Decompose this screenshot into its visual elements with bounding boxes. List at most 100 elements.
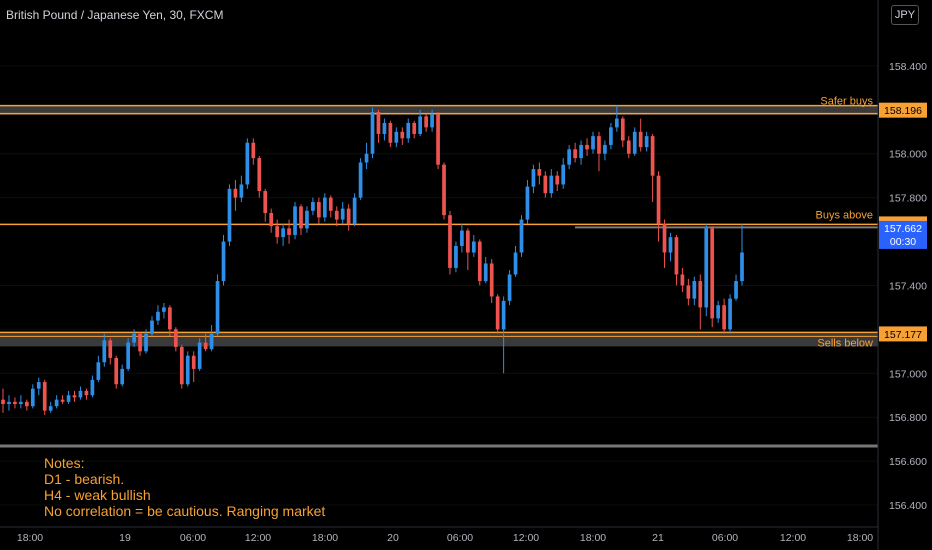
candle-body: [162, 307, 166, 312]
level-label: Safer buys: [820, 96, 873, 108]
candle-body: [358, 162, 363, 198]
candle-body: [322, 197, 327, 218]
candle-body: [221, 241, 226, 282]
candle-body: [549, 175, 554, 194]
candle-body: [448, 215, 452, 268]
candle-body: [54, 399, 59, 407]
candle-body: [740, 252, 744, 282]
candle-body: [340, 208, 345, 220]
candle-body: [603, 144, 607, 154]
y-tick-label: 156.400: [889, 500, 927, 512]
candles: [1, 105, 744, 416]
candle-body: [483, 263, 488, 282]
candle-body: [728, 298, 732, 330]
candle-body: [388, 122, 393, 143]
candle-body: [418, 116, 423, 134]
candle-body: [364, 153, 369, 163]
candle-body: [430, 114, 434, 128]
candle-body: [400, 131, 405, 139]
candle-body: [698, 281, 703, 308]
candle-body: [311, 202, 315, 211]
candle-body: [138, 333, 142, 352]
candle-body: [346, 208, 351, 224]
candle-body: [227, 188, 232, 242]
candle-body: [13, 401, 17, 405]
candle-body: [245, 142, 250, 185]
candle-body: [78, 390, 83, 398]
candle-body: [203, 342, 208, 350]
current-price-tag: [879, 220, 927, 249]
x-tick-label: 12:00: [513, 532, 539, 544]
candle-body: [412, 122, 417, 134]
candle-body: [489, 263, 494, 297]
candle-body: [168, 307, 172, 330]
candle-body: [48, 406, 53, 411]
level-band: [0, 105, 878, 115]
candle-body: [454, 245, 458, 268]
candle-body: [328, 197, 333, 211]
x-tick-label: 21: [652, 532, 664, 544]
candle-body: [90, 379, 95, 396]
x-tick-label: 18:00: [17, 532, 43, 544]
candle-body: [513, 252, 518, 275]
candle-body: [692, 281, 697, 299]
candle-body: [42, 382, 47, 411]
candle-body: [281, 228, 285, 238]
candle-body: [275, 226, 279, 238]
candle-body: [567, 149, 572, 165]
candle-body: [66, 395, 71, 402]
candle-body: [644, 136, 649, 148]
candle-body: [543, 175, 548, 194]
candle-body: [424, 116, 428, 128]
currency-button[interactable]: JPY: [891, 5, 919, 25]
candle-body: [96, 362, 101, 380]
candle-body: [1, 399, 5, 405]
candle-body: [251, 142, 256, 159]
notes-line: No correlation = be cautious. Ranging ma…: [44, 503, 326, 519]
candle-body: [436, 114, 440, 165]
candle-body: [215, 281, 220, 334]
candle-body: [185, 355, 190, 385]
candle-body: [466, 230, 470, 253]
candle-body: [108, 340, 113, 358]
candle-body: [132, 333, 136, 343]
chart-title: British Pound / Japanese Yen, 30, FXCM: [6, 8, 224, 22]
candle-body: [144, 333, 148, 352]
current-price-label: 157.662: [884, 223, 922, 235]
candle-body: [352, 197, 357, 224]
candle-body: [36, 382, 41, 389]
candle-body: [591, 136, 595, 150]
candle-body: [233, 188, 238, 198]
candle-body: [525, 186, 530, 220]
y-tick-label: 157.400: [889, 280, 927, 292]
candle-body: [722, 305, 726, 330]
level-bands: [0, 104, 878, 448]
candle-body: [317, 202, 321, 218]
candle-body: [638, 131, 643, 148]
candle-body: [710, 228, 715, 319]
candle-body: [197, 342, 202, 369]
candle-body: [555, 175, 560, 185]
countdown-label: 00:30: [890, 236, 916, 248]
level-price-label: 158.196: [884, 105, 922, 117]
candle-body: [609, 127, 613, 145]
candle-body: [173, 329, 178, 347]
candle-body: [573, 149, 577, 159]
candle-body: [442, 164, 446, 216]
candle-body: [126, 342, 131, 369]
candle-body: [680, 274, 685, 286]
candle-body: [287, 228, 291, 235]
candle-body: [209, 333, 214, 350]
candle-body: [561, 164, 566, 185]
x-tick-label: 12:00: [245, 532, 271, 544]
candle-body: [305, 210, 309, 229]
candle-body: [537, 169, 542, 176]
notes-annotation: Notes: D1 - bearish. H4 - weak bullish N…: [44, 455, 325, 519]
candle-body: [662, 223, 667, 253]
x-tick-label: 06:00: [712, 532, 738, 544]
level-labels: Safer buys Buys above Sells below: [816, 96, 874, 350]
y-tick-label: 157.000: [889, 368, 927, 380]
candle-body: [519, 219, 524, 253]
